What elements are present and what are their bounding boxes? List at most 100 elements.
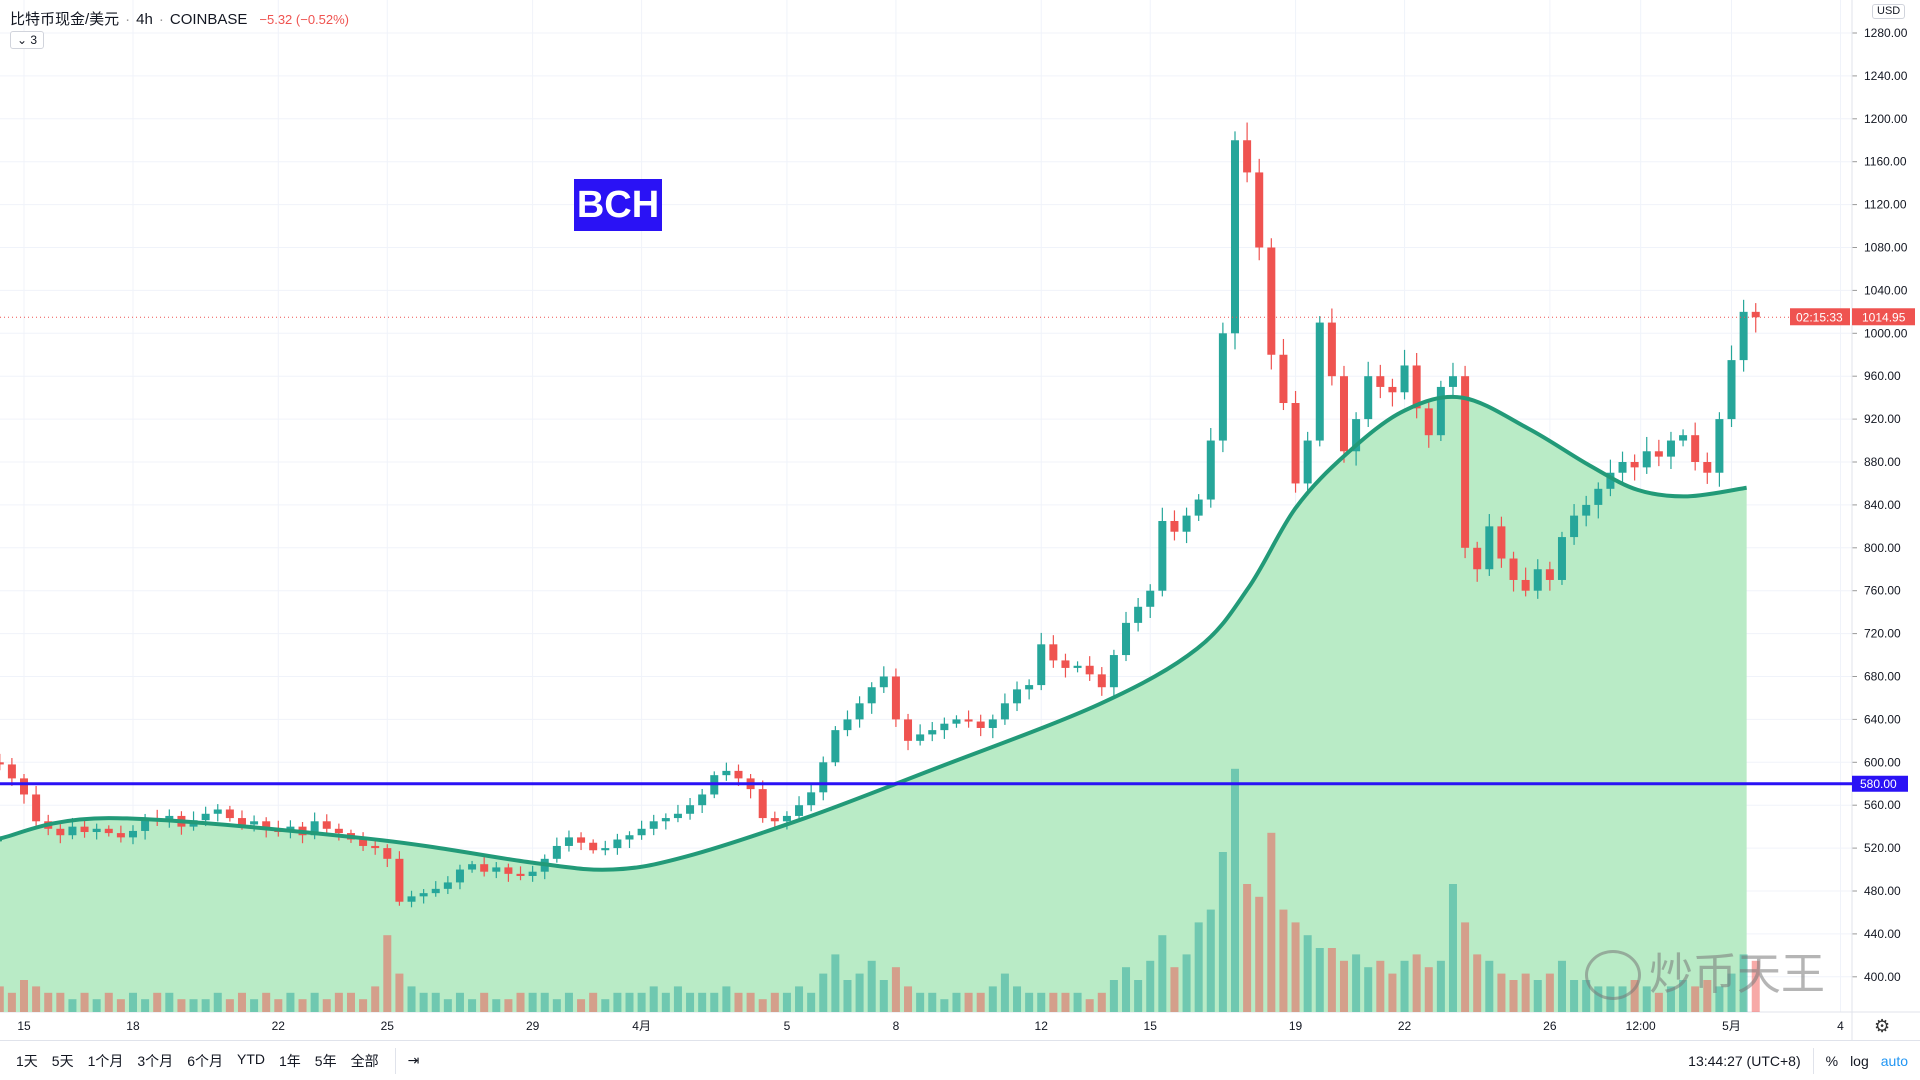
clock[interactable]: 13:44:27 (UTC+8) [1688, 1052, 1801, 1069]
volume-bar [286, 992, 295, 1012]
currency-button[interactable]: USD [1872, 4, 1906, 19]
candle [1521, 579, 1530, 591]
volume-bar [916, 992, 925, 1012]
range-button[interactable]: 6个月 [187, 1052, 223, 1069]
settings-icon[interactable]: ⚙ [1874, 1016, 1891, 1036]
range-button[interactable]: 1天 [16, 1052, 38, 1069]
candle [443, 882, 452, 889]
volume-bar [1073, 992, 1082, 1012]
log-toggle[interactable]: log [1850, 1052, 1869, 1069]
volume-bar [419, 992, 428, 1012]
x-tick-label: 18 [126, 1019, 140, 1033]
percent-toggle[interactable]: % [1825, 1052, 1839, 1069]
candle [1218, 333, 1227, 441]
indicators-toggle[interactable]: ⌄ 3 [10, 31, 45, 49]
candle [940, 723, 949, 731]
bottom-toolbar: 1天 5天 1个月 3个月 6个月 YTD 1年 5年 全部 ⇥ 13:44:27 (UTC+8… [0, 1040, 1920, 1080]
candle [1448, 376, 1457, 387]
volume-bar [1485, 960, 1494, 1012]
volume-bar [782, 992, 791, 1012]
candle [1085, 665, 1094, 675]
candle [468, 864, 477, 870]
candle [988, 719, 997, 728]
candle [1279, 354, 1288, 404]
x-tick-label: 4 [1837, 1019, 1844, 1033]
volume-bar [1279, 909, 1288, 1012]
candle [1533, 569, 1542, 591]
candle [734, 770, 743, 779]
volume-bar [68, 999, 77, 1012]
range-button[interactable]: YTD [236, 1050, 265, 1067]
volume-bar [904, 986, 913, 1012]
volume-bar [237, 992, 246, 1012]
candle [1158, 520, 1167, 591]
candle [1654, 451, 1663, 457]
volume-bar [1085, 999, 1094, 1012]
volume-bar [322, 999, 331, 1012]
x-tick-label: 4月 [632, 1019, 651, 1033]
volume-bar [807, 992, 816, 1012]
candle [1473, 547, 1482, 570]
candle [1618, 462, 1627, 473]
y-tick-label: 760.00 [1864, 584, 1901, 598]
range-button[interactable]: 1个月 [87, 1052, 124, 1069]
candle [1570, 515, 1579, 538]
volume-bar [1521, 973, 1530, 1012]
candle [1134, 606, 1143, 623]
x-tick-label: 15 [17, 1019, 31, 1033]
volume-bar [843, 980, 852, 1012]
separator-dot: · [158, 11, 164, 28]
candle [1061, 660, 1070, 668]
volume-bar [1727, 973, 1736, 1012]
range-button[interactable]: 1年 [278, 1052, 301, 1069]
candle [552, 845, 561, 859]
candle [1679, 435, 1688, 441]
chevron-down-icon: ⌄ [17, 33, 28, 47]
countdown-text: 02:15:33 [1796, 310, 1843, 324]
volume-bar [770, 992, 779, 1012]
range-button[interactable]: 5天 [51, 1052, 74, 1069]
price-chart[interactable]: 400.00 440.00 480.00 520.00 560.00 600.00 640.… [0, 0, 1920, 1040]
volume-bar [262, 992, 271, 1012]
volume-bar [673, 986, 682, 1012]
range-button[interactable]: 5年 [314, 1052, 337, 1069]
y-tick-label: 960.00 [1864, 369, 1901, 383]
candle [1412, 365, 1421, 409]
candle [56, 828, 65, 836]
candle [916, 734, 925, 741]
exchange: COINBASE [169, 11, 248, 28]
volume-bar [516, 992, 525, 1012]
wechat-icon [1585, 950, 1641, 1000]
volume-bar [758, 999, 767, 1012]
indicator-count: 3 [30, 33, 38, 47]
candle [1545, 569, 1554, 580]
candle [661, 818, 670, 822]
volume-bar [625, 992, 634, 1012]
candle [1666, 440, 1675, 457]
interval[interactable]: 4h [136, 11, 153, 28]
volume-bar [1025, 992, 1034, 1012]
volume-bar [7, 992, 16, 1012]
candle [1751, 311, 1760, 318]
y-tick-label: 1000.00 [1864, 326, 1908, 340]
x-tick-label: 22 [1398, 1019, 1412, 1033]
range-button[interactable]: 全部 [350, 1052, 379, 1069]
candle [577, 837, 586, 843]
volume-bar [601, 999, 610, 1012]
current-price-label [1852, 308, 1915, 326]
goto-date-icon[interactable]: ⇥ [407, 1052, 420, 1068]
candle [843, 719, 852, 731]
candle [1461, 376, 1470, 548]
volume-bar [1303, 935, 1312, 1012]
auto-toggle[interactable]: auto [1880, 1052, 1908, 1069]
range-button[interactable]: 3个月 [137, 1052, 174, 1069]
level-price-label [1852, 775, 1908, 792]
candle [407, 896, 416, 902]
volume-bar [1182, 954, 1191, 1012]
candle [1642, 451, 1651, 468]
volume-bar [153, 992, 162, 1012]
symbol-name[interactable]: 比特币现金/美元 [10, 11, 120, 28]
volume-bar [710, 992, 719, 1012]
candle [1170, 520, 1179, 532]
x-tick-label: 12:00 [1626, 1019, 1656, 1033]
